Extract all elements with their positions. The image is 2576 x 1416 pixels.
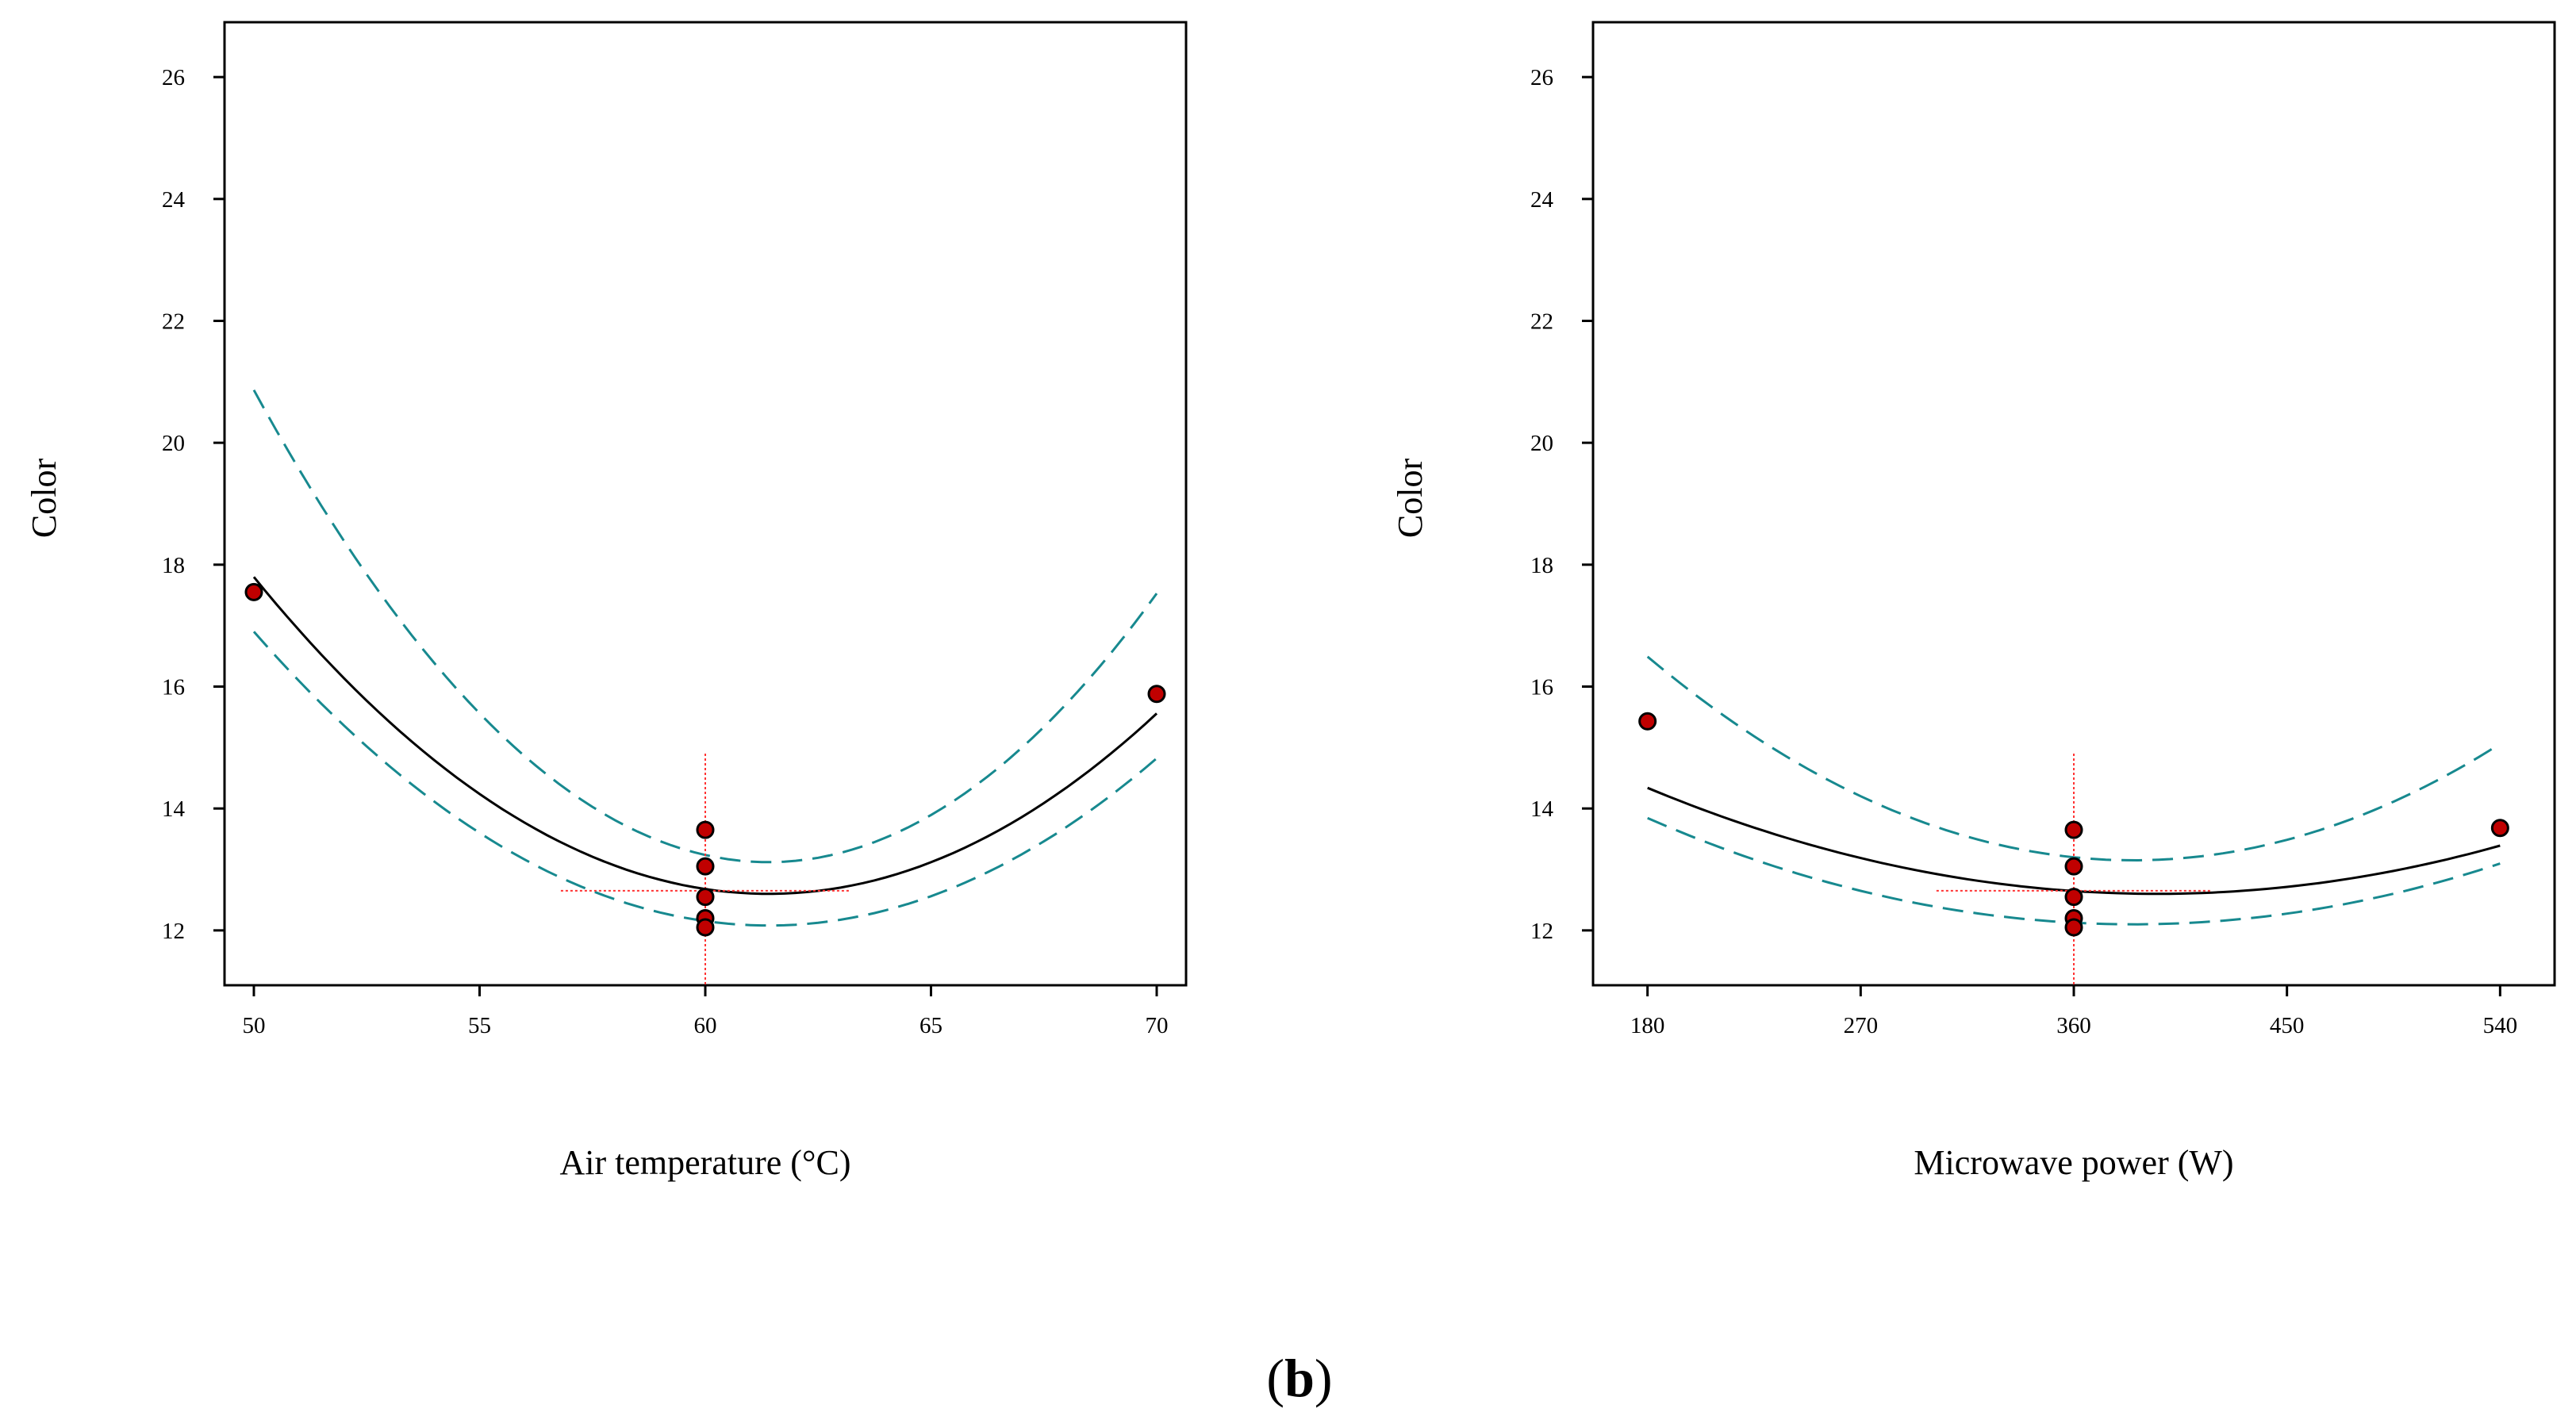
y-tick-label: 14 — [162, 796, 186, 822]
y-tick-label: 16 — [162, 675, 185, 700]
y-tick-label: 26 — [1530, 65, 1553, 90]
y-tick-label: 22 — [162, 309, 185, 334]
y-tick-label: 20 — [1530, 431, 1553, 456]
y-axis-title: Color — [1391, 459, 1430, 539]
data-point — [2490, 819, 2509, 838]
y-tick-label: 16 — [1530, 675, 1553, 700]
y-axis-title: Color — [25, 459, 63, 539]
data-point — [2064, 888, 2083, 907]
data-point — [1147, 685, 1166, 704]
y-tick-label: 12 — [162, 919, 185, 944]
x-axis-title: Air temperature (°C) — [560, 1143, 851, 1182]
x-tick-label: 50 — [242, 1013, 265, 1038]
data-point — [696, 918, 715, 937]
x-tick-label: 55 — [468, 1013, 491, 1038]
data-point — [2064, 820, 2083, 839]
panel-label-close: ) — [1315, 1348, 1333, 1408]
y-tick-label: 24 — [162, 187, 186, 213]
data-points — [244, 582, 1166, 937]
x-tick-label: 270 — [1844, 1013, 1879, 1038]
data-point — [2064, 857, 2083, 876]
x-tick-label: 60 — [694, 1013, 717, 1038]
axis-ticks: 50 55 60 65 70 12 14 16 18 20 22 24 26 — [162, 65, 1169, 1038]
data-point — [696, 820, 715, 839]
axis-ticks: 180 270 360 450 540 12 14 16 18 20 22 24 26 — [1530, 65, 2517, 1038]
x-tick-label: 450 — [2270, 1013, 2305, 1038]
data-point — [696, 857, 715, 876]
y-tick-label: 24 — [1530, 187, 1554, 213]
chart-air-temperature: 50 55 60 65 70 12 14 16 18 20 22 24 26 Air temperatu… — [25, 21, 1188, 1182]
y-tick-label: 18 — [1530, 553, 1553, 578]
panel-label-open: ( — [1266, 1348, 1284, 1408]
x-tick-label: 540 — [2483, 1013, 2518, 1038]
panel-label-letter: b — [1284, 1348, 1315, 1408]
x-tick-label: 70 — [1146, 1013, 1169, 1038]
y-tick-label: 26 — [162, 65, 185, 90]
x-tick-label: 65 — [919, 1013, 942, 1038]
y-tick-label: 18 — [162, 553, 185, 578]
y-tick-label: 20 — [162, 431, 185, 456]
data-points — [1638, 712, 2509, 937]
data-point — [696, 888, 715, 907]
y-tick-label: 12 — [1530, 919, 1553, 944]
y-tick-label: 14 — [1530, 796, 1554, 822]
data-point — [1638, 712, 1657, 731]
data-point — [244, 582, 263, 601]
x-tick-label: 360 — [2056, 1013, 2091, 1038]
y-tick-label: 22 — [1530, 309, 1553, 334]
x-axis-title: Microwave power (W) — [1914, 1143, 2233, 1182]
x-tick-label: 180 — [1630, 1013, 1665, 1038]
data-point — [2064, 918, 2083, 937]
panel-label: (b) — [1266, 1348, 1332, 1408]
chart-microwave-power: 180 270 360 450 540 12 14 16 18 20 22 24 26 Microwav… — [1391, 21, 2556, 1182]
